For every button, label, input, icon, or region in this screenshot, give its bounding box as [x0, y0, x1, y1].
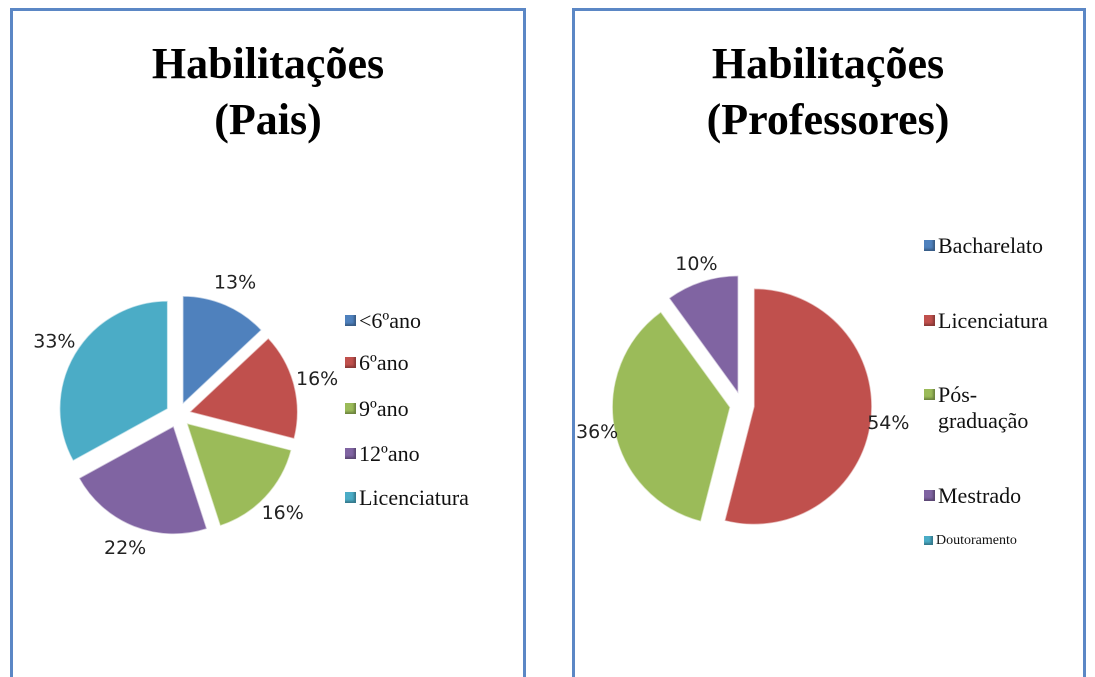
chart-title: Habilitações (Pais) — [151, 39, 385, 144]
legend-swatch — [924, 315, 935, 326]
data-label: 10% — [675, 253, 717, 275]
legend-item: Licenciatura — [924, 308, 1048, 334]
legend-item: Mestrado — [924, 483, 1021, 509]
legend-label: Licenciatura — [938, 308, 1048, 333]
pie-slice — [667, 274, 740, 396]
legend-item: 9ºano — [345, 396, 409, 422]
legend-swatch — [924, 240, 935, 251]
data-label: 13% — [214, 272, 256, 294]
data-label: 16% — [262, 502, 304, 524]
legend-label: Doutoramento — [936, 533, 1017, 548]
data-label: 36% — [576, 421, 618, 443]
legend-swatch — [345, 492, 356, 503]
legend-label: 9ºano — [359, 396, 409, 421]
data-label: 54% — [867, 412, 909, 434]
pie-slice — [611, 310, 732, 523]
legend-swatch — [924, 536, 933, 545]
pie-slice — [188, 337, 299, 440]
data-label: 22% — [104, 537, 146, 559]
data-label: 33% — [33, 330, 75, 352]
legend-label: Mestrado — [938, 483, 1022, 508]
data-label: 16% — [296, 368, 338, 390]
legend-swatch — [345, 315, 356, 326]
legend-swatch — [345, 403, 356, 414]
pie-slice — [185, 422, 293, 527]
panel — [10, 8, 526, 677]
pie-slice — [723, 287, 873, 526]
chart-title: Habilitações (Professores) — [706, 39, 950, 144]
legend-item: <6ºano — [345, 308, 421, 334]
legend-swatch — [345, 357, 356, 368]
legend-label: 6ºano — [359, 350, 409, 375]
legend-swatch — [924, 389, 935, 400]
pie-slice — [77, 425, 208, 535]
legend-item: Doutoramento — [924, 532, 1017, 550]
legend-item: Licenciatura — [345, 485, 469, 511]
legend-swatch — [345, 448, 356, 459]
legend-item: 12ºano — [345, 441, 420, 467]
legend-item: 6ºano — [345, 350, 409, 376]
legend-label: Licenciatura — [359, 485, 469, 510]
legend-item: Bacharelato — [924, 233, 1043, 259]
pie-slice — [58, 300, 169, 462]
legend-swatch — [924, 490, 935, 501]
legend-label: Pós-graduação — [938, 382, 1029, 433]
legend-label: 12ºano — [359, 441, 420, 466]
legend-item: Pós-graduação — [924, 382, 1028, 434]
legend-label: Bacharelato — [938, 233, 1044, 258]
legend-label: <6ºano — [359, 308, 421, 333]
panel — [572, 8, 1086, 677]
pie-slice — [182, 295, 263, 406]
